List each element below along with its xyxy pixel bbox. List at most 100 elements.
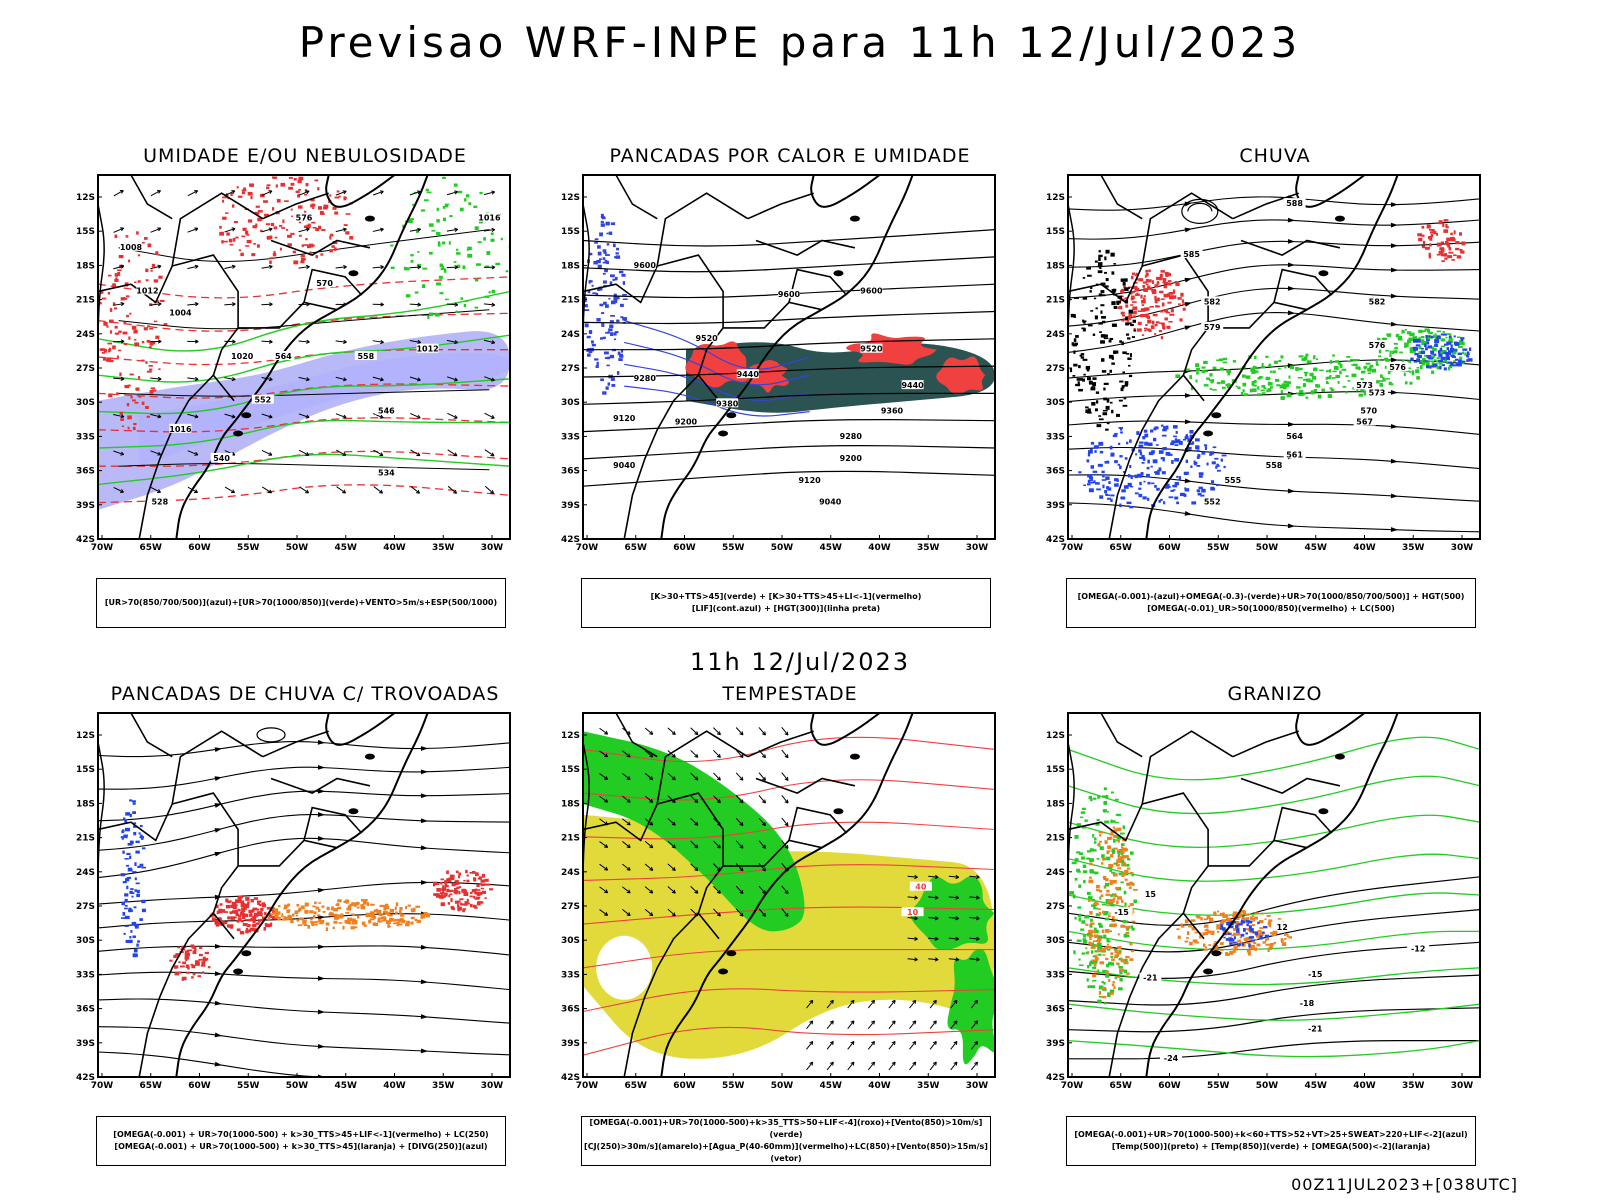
rain-green-patch: [1404, 342, 1409, 345]
rain-blue-patch: [1430, 352, 1435, 355]
wind-arrow: [224, 376, 236, 382]
streamline-arrow: [420, 979, 429, 985]
streamline: [98, 945, 510, 956]
rain-red-patch: [1421, 234, 1425, 237]
thunder-red-patch: [435, 894, 439, 896]
omega-orange-patch: [1102, 857, 1105, 861]
red-humidity-patch: [229, 243, 234, 246]
temp850-green-patch: [1126, 864, 1130, 867]
temp850-green-patch: [1102, 969, 1107, 973]
thunder-orange-patch: [353, 926, 358, 929]
wind-vector: [969, 895, 980, 900]
contour-label-bg: [375, 467, 398, 477]
omega-orange-patch: [1204, 948, 1208, 951]
streamline-arrow: [317, 739, 326, 745]
red-humidity-patch: [263, 200, 268, 203]
contour-label: 10: [907, 908, 919, 917]
rain-black-patch: [1128, 364, 1131, 367]
temp850-green-patch: [1093, 927, 1097, 931]
rain-green-patch: [1415, 369, 1420, 374]
rain-red-patch: [1147, 285, 1151, 290]
divergence-blue-patch: [124, 819, 128, 823]
hgt300-contour: [583, 310, 995, 325]
lon-tick-label: 65W: [1110, 543, 1133, 553]
temp850-green-patch: [1120, 859, 1125, 863]
green-humidity-patch: [426, 191, 432, 194]
rain-black-patch: [1098, 415, 1102, 417]
temp850-green-patch: [1090, 918, 1093, 922]
rain-red-patch: [1165, 272, 1171, 275]
thunder-red-patch: [478, 876, 482, 880]
hail-blue-patch: [1248, 925, 1252, 929]
streamline: [98, 766, 510, 790]
omega-orange-patch: [1110, 832, 1114, 836]
lif-patch: [617, 295, 620, 300]
contour-label-bg: [1139, 889, 1162, 898]
rain-red-patch: [1134, 287, 1140, 292]
lat-tick-label: 30S: [1046, 398, 1065, 408]
rain-green-patch: [1315, 358, 1319, 361]
lif-patch: [621, 349, 624, 353]
thunder-red-patch: [475, 872, 479, 877]
rain-red-patch: [1156, 281, 1160, 285]
rain-blue-patch: [1126, 441, 1129, 445]
rain-red-patch: [1450, 232, 1453, 236]
rain-blue-patch: [1156, 487, 1160, 491]
omega-orange-patch: [1204, 924, 1209, 927]
rain-red-patch: [1132, 272, 1135, 275]
lat-tick-label: 27S: [1046, 902, 1065, 912]
lat-tick-label: 30S: [1046, 936, 1065, 946]
red-humidity-patch: [124, 298, 128, 300]
thunder-red-patch: [446, 890, 451, 893]
wind-vector: [950, 1041, 958, 1050]
temp500-contour: [1068, 941, 1480, 979]
green-humidity-patch: [408, 219, 413, 223]
omega-orange-patch: [1216, 930, 1220, 933]
rain-black-patch: [1073, 363, 1078, 367]
lat-tick-label: 15S: [76, 765, 95, 775]
omega-orange-patch: [1184, 919, 1189, 924]
rain-green-patch: [1347, 379, 1351, 382]
red-humidity-patch: [320, 253, 324, 256]
divergence-blue-patch: [135, 924, 140, 927]
divergence-blue-patch: [140, 835, 144, 840]
streamline: [1068, 391, 1480, 403]
rain-red-patch: [1436, 242, 1442, 247]
red-humidity-patch: [273, 226, 278, 230]
lon-tick-label: 65W: [625, 1081, 648, 1091]
rain-red-patch: [1166, 293, 1170, 297]
omega-orange-patch: [1256, 943, 1261, 947]
omega-orange-patch: [1120, 959, 1126, 963]
red-humidity-patch: [236, 186, 239, 189]
rain-green-patch: [1409, 332, 1412, 337]
streamline-arrow: [214, 971, 223, 977]
wind-vector: [735, 772, 744, 781]
omega-orange-patch: [1092, 940, 1098, 942]
rain-blue-patch: [1193, 461, 1198, 465]
rain-black-patch: [1120, 278, 1125, 282]
state-border: [238, 301, 338, 329]
rain-blue-patch: [1139, 452, 1143, 456]
rain-green-patch: [1376, 363, 1379, 366]
lon-tick-label: 50W: [286, 543, 309, 553]
rain-black-patch: [1124, 287, 1129, 291]
rain-green-patch: [1232, 360, 1237, 363]
thunder-red-patch: [192, 972, 196, 976]
rain-blue-patch: [1430, 336, 1434, 339]
red-humidity-patch: [297, 205, 303, 209]
lif-patch: [597, 251, 602, 256]
hail-blue-patch: [1220, 923, 1223, 927]
state-border: [1182, 865, 1209, 940]
thunder-red-patch: [252, 919, 256, 923]
lif-patch: [620, 303, 624, 307]
rain-green-patch: [1412, 336, 1418, 340]
green-humidity-patch: [417, 263, 422, 268]
thunder-red-patch: [185, 958, 188, 962]
thunder-orange-patch: [298, 908, 301, 913]
wind-arrow: [261, 449, 273, 456]
omega-orange-patch: [1131, 950, 1134, 953]
rain-green-patch: [1260, 366, 1266, 369]
wind-vector: [667, 727, 676, 736]
lif-patch: [616, 247, 620, 251]
lif-patch: [616, 371, 620, 375]
